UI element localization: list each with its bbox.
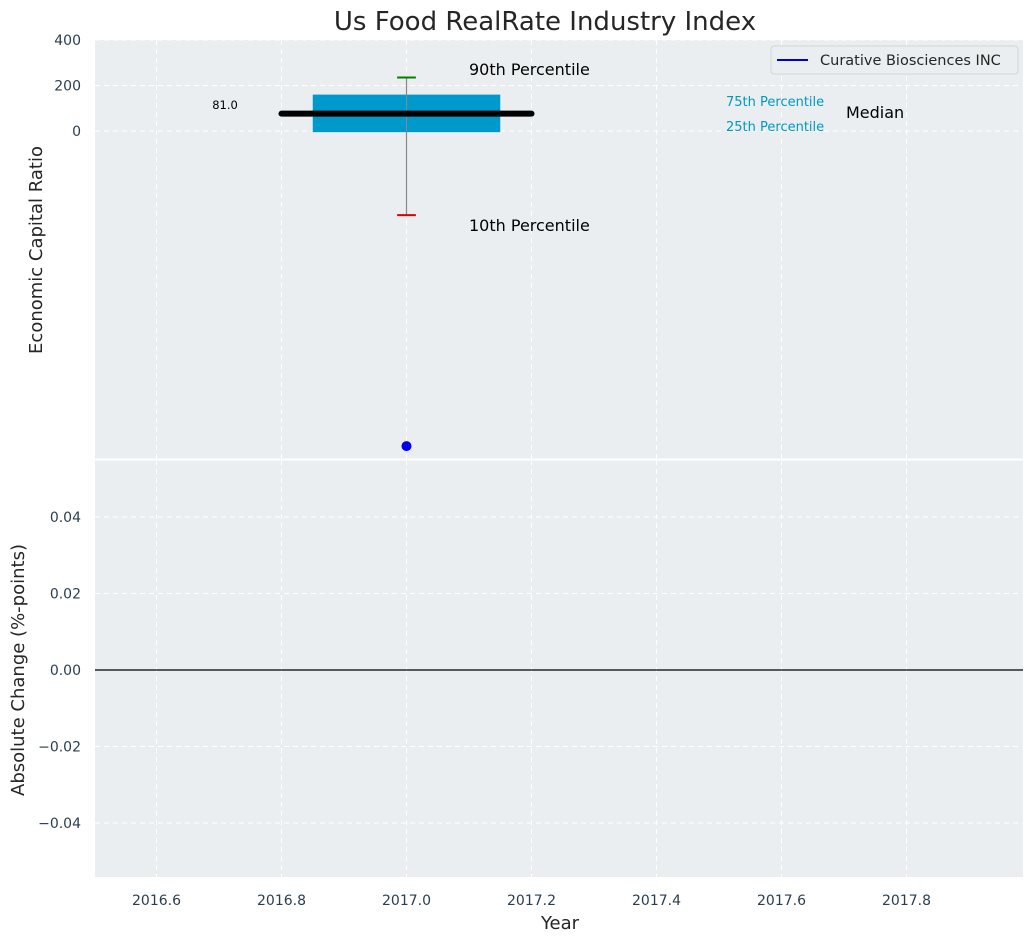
chart-marks	[95, 76, 1023, 671]
p75-annotation: 75th Percentile	[726, 95, 824, 110]
x-tick-label: 2017.0	[382, 893, 431, 909]
x-tick-label: 2017.8	[882, 893, 931, 909]
x-tick-label: 2017.4	[632, 893, 681, 909]
x-tick-label: 2016.6	[132, 893, 181, 909]
bottom-y-axis-label: Absolute Change (%-points)	[8, 544, 29, 796]
x-tick-label: 2017.2	[507, 893, 556, 909]
top-y-tick-label: 400	[54, 33, 81, 49]
top-y-tick-label: 200	[54, 79, 81, 95]
legend: Curative Biosciences INC	[770, 45, 1019, 75]
x-tick-label: 2016.8	[257, 893, 306, 909]
median-annotation: Median	[846, 103, 904, 122]
legend-label: Curative Biosciences INC	[820, 53, 1001, 69]
top-panel-background	[95, 40, 1023, 459]
bottom-y-tick-label: −0.02	[38, 740, 81, 756]
bottom-y-tick-label: 0.00	[50, 663, 81, 679]
bottom-y-tick-label: 0.02	[50, 587, 81, 603]
bottom-panel-background	[95, 460, 1023, 877]
p25-annotation: 25th Percentile	[726, 120, 824, 135]
top-y-axis-label: Economic Capital Ratio	[26, 146, 47, 354]
company-point	[401, 441, 412, 452]
bottom-y-tick-label: −0.04	[38, 816, 81, 832]
legend-box	[770, 45, 1019, 75]
x-axis-label: Year	[540, 913, 580, 934]
p10-annotation: 10th Percentile	[469, 216, 590, 235]
chart-title: Us Food RealRate Industry Index	[334, 7, 756, 37]
bottom-y-tick-label: 0.04	[50, 510, 81, 526]
p90-annotation: 90th Percentile	[469, 60, 590, 79]
median-value-label: 81.0	[212, 98, 238, 112]
top-y-tick-label: 0	[72, 124, 81, 140]
x-tick-label: 2017.6	[757, 893, 806, 909]
